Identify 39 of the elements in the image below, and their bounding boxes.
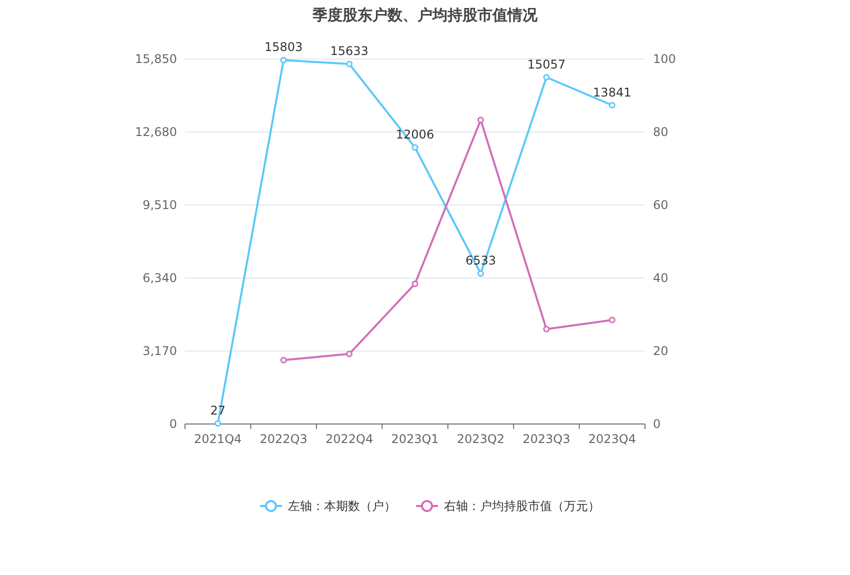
data-label: 15633: [330, 44, 368, 58]
y-tick-label: 3,170: [142, 344, 177, 358]
chart-title: 季度股东户数、户均持股市值情况: [312, 6, 538, 24]
y-tick-label: 15,850: [135, 52, 177, 66]
y-tick-label: 6,340: [142, 271, 177, 285]
x-tick-label: 2023Q2: [456, 432, 505, 446]
x-tick-label: 2023Q4: [588, 432, 636, 446]
y-tick-label: 9,510: [142, 198, 177, 212]
legend-label: 右轴：户均持股市值（万元）: [444, 499, 600, 513]
y-tick-label: 0: [169, 417, 177, 431]
data-label: 15803: [264, 40, 303, 54]
x-tick-label: 2022Q4: [325, 432, 374, 446]
point: [346, 350, 353, 358]
legend-label: 左轴：本期数（户）: [288, 499, 396, 513]
point: [346, 60, 353, 68]
point: [543, 74, 550, 81]
point: [412, 144, 418, 151]
x-tick-label: 2023Q3: [522, 432, 570, 446]
point: [608, 316, 616, 324]
y2-tick-label: 0: [653, 417, 661, 431]
point: [412, 280, 418, 288]
point: [280, 356, 287, 364]
y-tick-label: 12,680: [135, 125, 177, 139]
point: [608, 102, 616, 109]
y2-tick-label: 100: [653, 52, 676, 66]
x-tick-label: 2021Q4: [194, 432, 242, 446]
point: [543, 326, 550, 332]
point: [477, 116, 484, 124]
y2-tick-label: 40: [653, 271, 668, 285]
data-label: 15057: [527, 57, 566, 72]
x-tick-label: 2023Q1: [391, 432, 439, 446]
y2-tick-label: 80: [653, 125, 668, 139]
point: [477, 270, 484, 277]
data-label: 13841: [593, 85, 632, 100]
x-tick-label: 2022Q3: [260, 432, 308, 446]
point: [280, 56, 287, 64]
y2-tick-label: 60: [653, 198, 668, 212]
y2-tick-label: 20: [653, 344, 668, 358]
point: [214, 420, 222, 427]
